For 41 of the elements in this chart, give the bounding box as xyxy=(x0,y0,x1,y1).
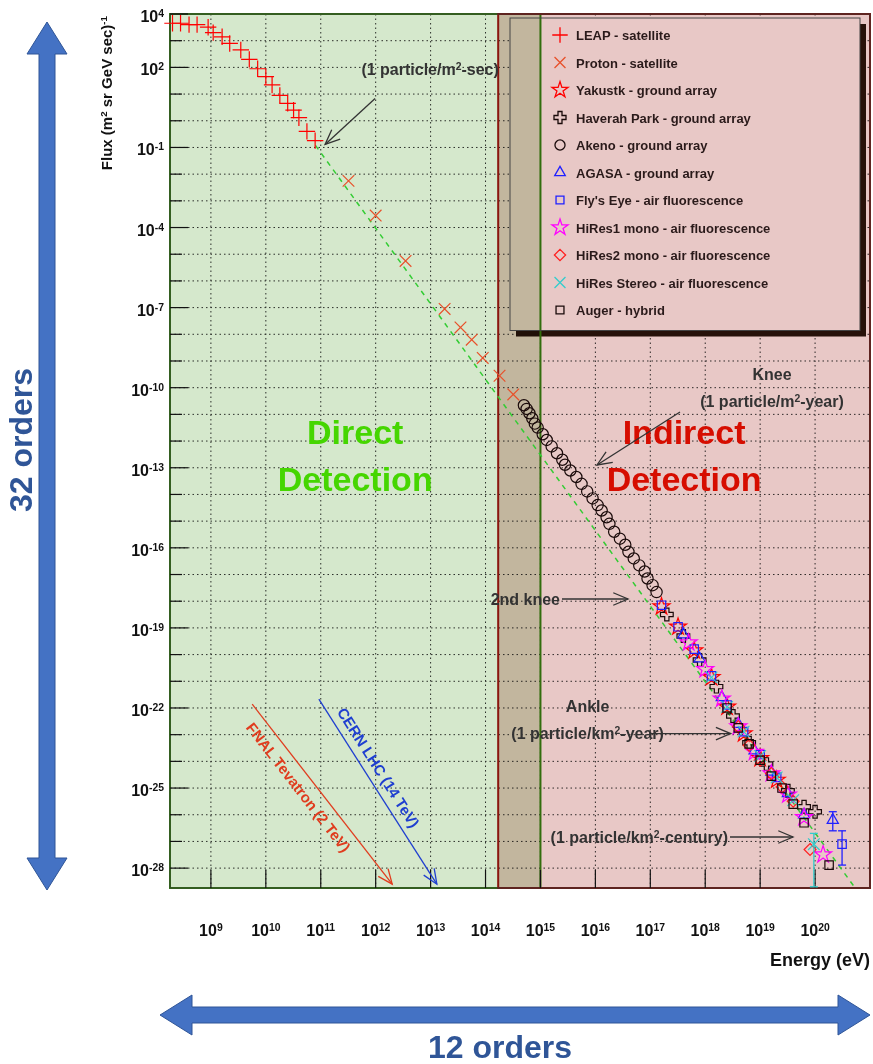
x-tick-label: 10$^{14}$ xyxy=(470,921,501,939)
y-tick-label: 10$^{-7}$ xyxy=(136,301,165,319)
y-tick-label: 10$^{2}$ xyxy=(140,60,165,79)
x-tick-label: 10$^{12}$ xyxy=(361,921,391,939)
y-tick-label: 10$^{-25}$ xyxy=(131,781,165,800)
y-tick-label: 10$^{4}$ xyxy=(140,7,165,25)
y-tick-label: 10$^{-16}$ xyxy=(131,541,165,559)
legend-label: Yakustk - ground array xyxy=(576,83,718,98)
y-tick-label: 10$^{-10}$ xyxy=(131,381,165,399)
y-tick-label: 10$^{-4}$ xyxy=(136,221,165,239)
x-tick-label: 10$^{18}$ xyxy=(690,921,721,939)
y-tick-label: 10$^{-13}$ xyxy=(131,461,165,479)
x-tick-label: 10$^{17}$ xyxy=(635,921,666,939)
legend-label: Fly's Eye - air fluorescence xyxy=(576,193,744,208)
text: 32 orders xyxy=(3,367,39,513)
legend-label: HiRes Stereo - air fluorescence xyxy=(576,275,769,291)
x-tick-label: 10$^{10}$ xyxy=(251,921,281,939)
legend-label: HiRes1 mono - air fluorescence xyxy=(576,220,771,236)
legend-label: Haverah Park - ground array xyxy=(576,110,752,126)
y-tick-label: 10$^{-1}$ xyxy=(136,140,165,159)
x-tick-label: 10$^{16}$ xyxy=(580,921,611,939)
x-tick-label: 10$^{11}$ xyxy=(306,921,336,939)
legend-label: AGASA - ground array xyxy=(576,165,715,181)
y-tick-label: 10$^{-19}$ xyxy=(131,621,165,639)
x-tick-label: 10$^{15}$ xyxy=(525,921,556,939)
x-axis-title: Energy (eV) xyxy=(769,950,870,970)
legend-label: Akeno - ground array xyxy=(576,138,709,153)
annotation: Knee (1 particle/m$^{2}$-year) xyxy=(700,366,844,410)
band-label: Direct Detection xyxy=(277,412,433,498)
text: 12 orders xyxy=(427,1029,573,1064)
y-tick-label: 10$^{-28}$ xyxy=(131,861,165,880)
x-tick-label: 10$^{9}$ xyxy=(199,921,223,939)
y-tick-label: 10$^{-22}$ xyxy=(131,701,165,719)
legend-label: LEAP - satellite xyxy=(576,28,671,43)
x-tick-label: 10$^{19}$ xyxy=(745,921,776,939)
legend-label: HiRes2 mono - air fluorescence xyxy=(576,248,771,263)
legend-label: Auger - hybrid xyxy=(576,303,665,318)
x-tick-label: 10$^{13}$ xyxy=(415,921,446,939)
x-tick-label: 10$^{20}$ xyxy=(800,921,830,939)
legend-label: Proton - satellite xyxy=(576,55,678,71)
annotation: (1 particle/km$^{2}$-century) xyxy=(550,828,728,846)
